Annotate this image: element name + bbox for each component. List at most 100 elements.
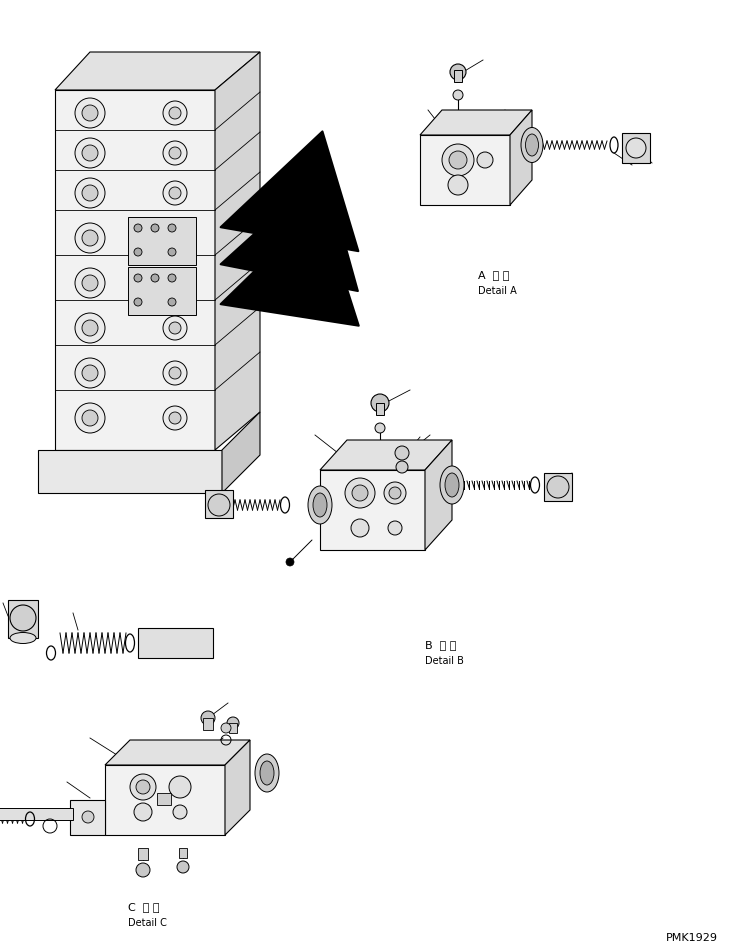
Circle shape — [351, 519, 369, 537]
Circle shape — [163, 101, 187, 125]
Circle shape — [82, 320, 98, 336]
Text: B: B — [279, 236, 292, 254]
Circle shape — [345, 478, 375, 508]
Ellipse shape — [526, 134, 539, 156]
Ellipse shape — [521, 127, 543, 162]
Circle shape — [389, 487, 401, 499]
Circle shape — [168, 248, 176, 256]
Text: Detail A: Detail A — [478, 286, 517, 296]
Bar — [8, 600, 38, 638]
Circle shape — [134, 224, 142, 232]
Polygon shape — [55, 90, 215, 450]
Bar — [229, 723, 237, 733]
Bar — [128, 217, 196, 265]
Text: A  詳 細: A 詳 細 — [478, 270, 510, 280]
Polygon shape — [320, 470, 425, 550]
Bar — [203, 718, 213, 730]
Ellipse shape — [626, 138, 646, 158]
Circle shape — [168, 224, 176, 232]
Bar — [622, 133, 650, 163]
Circle shape — [169, 367, 181, 379]
Circle shape — [168, 298, 176, 306]
Polygon shape — [38, 450, 222, 493]
Circle shape — [169, 147, 181, 159]
Circle shape — [169, 776, 191, 798]
Ellipse shape — [313, 493, 327, 517]
Circle shape — [82, 365, 98, 381]
Text: C: C — [272, 276, 285, 294]
Circle shape — [75, 403, 105, 433]
Circle shape — [442, 144, 474, 176]
Circle shape — [163, 226, 187, 250]
Bar — [157, 793, 171, 805]
Circle shape — [136, 780, 150, 794]
Circle shape — [82, 145, 98, 161]
Circle shape — [82, 275, 98, 291]
Circle shape — [177, 861, 189, 873]
Circle shape — [136, 863, 150, 877]
Circle shape — [384, 482, 406, 504]
Polygon shape — [425, 440, 452, 550]
Ellipse shape — [260, 761, 274, 785]
Ellipse shape — [445, 473, 459, 497]
Bar — [454, 70, 462, 82]
Ellipse shape — [440, 466, 464, 504]
Circle shape — [82, 185, 98, 201]
Circle shape — [75, 268, 105, 298]
Text: C  詳 細: C 詳 細 — [128, 902, 160, 912]
Circle shape — [201, 711, 215, 725]
Circle shape — [168, 274, 176, 282]
Circle shape — [75, 313, 105, 343]
Circle shape — [75, 358, 105, 388]
Circle shape — [448, 175, 468, 195]
Text: A: A — [285, 196, 299, 214]
Text: Detail C: Detail C — [128, 918, 167, 928]
Circle shape — [169, 277, 181, 289]
Polygon shape — [215, 52, 260, 450]
Circle shape — [375, 423, 385, 433]
Circle shape — [173, 805, 187, 819]
Circle shape — [82, 105, 98, 121]
Ellipse shape — [208, 494, 230, 516]
Circle shape — [221, 723, 231, 733]
Circle shape — [163, 141, 187, 165]
Circle shape — [169, 187, 181, 199]
Circle shape — [450, 64, 466, 80]
Circle shape — [396, 461, 408, 473]
Text: PMK1929: PMK1929 — [666, 933, 718, 943]
Ellipse shape — [255, 754, 279, 792]
Text: Detail B: Detail B — [425, 656, 464, 666]
Bar — [128, 267, 196, 315]
Circle shape — [134, 803, 152, 821]
Polygon shape — [55, 52, 260, 90]
Bar — [376, 403, 384, 415]
Circle shape — [395, 446, 409, 460]
Bar — [544, 473, 572, 501]
Bar — [205, 490, 233, 518]
Circle shape — [163, 271, 187, 295]
Circle shape — [371, 394, 389, 412]
Circle shape — [163, 361, 187, 385]
Polygon shape — [70, 800, 105, 835]
Circle shape — [134, 248, 142, 256]
Bar — [138, 628, 213, 658]
Circle shape — [82, 410, 98, 426]
Circle shape — [169, 107, 181, 119]
Circle shape — [477, 152, 493, 168]
Ellipse shape — [308, 486, 332, 524]
Circle shape — [134, 274, 142, 282]
Circle shape — [82, 811, 94, 823]
Circle shape — [130, 774, 156, 800]
Bar — [0, 808, 73, 820]
Circle shape — [151, 224, 159, 232]
Polygon shape — [225, 740, 250, 835]
Circle shape — [163, 181, 187, 205]
Circle shape — [82, 230, 98, 246]
Circle shape — [75, 223, 105, 253]
Text: B  詳 細: B 詳 細 — [425, 640, 456, 650]
Circle shape — [163, 406, 187, 430]
Circle shape — [286, 558, 294, 566]
Polygon shape — [420, 110, 532, 135]
Bar — [179, 848, 187, 858]
Circle shape — [75, 98, 105, 128]
